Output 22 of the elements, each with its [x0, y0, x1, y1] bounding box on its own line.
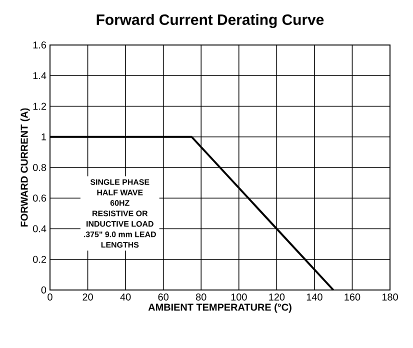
x-tick-label: 40: [120, 294, 131, 301]
chart-title: Forward Current Derating Curve: [96, 14, 324, 28]
y-tick-label: 1.2: [33, 102, 46, 110]
y-tick-label: 0.4: [33, 225, 46, 232]
x-tick-label: 180: [382, 294, 398, 301]
x-tick-label: 100: [231, 294, 247, 301]
x-tick-label: 160: [344, 294, 360, 301]
x-tick-label: 120: [269, 294, 285, 301]
x-axis-title: AMBIENT TEMPERATURE (°C): [148, 303, 292, 313]
y-tick-label: 1.6: [33, 41, 46, 49]
y-axis-title: FORWARD CURRENT (A): [20, 108, 30, 227]
y-tick-label: 0.8: [33, 164, 46, 172]
y-tick-label: 0: [41, 286, 46, 294]
y-tick-label: 0.2: [33, 256, 46, 263]
y-tick-label: 0.6: [33, 194, 46, 202]
y-tick-label: 1.4: [33, 72, 46, 80]
x-tick-label: 80: [196, 294, 206, 301]
x-tick-label: 20: [82, 294, 93, 301]
x-tick-label: 0: [48, 294, 52, 301]
x-tick-label: 140: [306, 294, 322, 301]
y-tick-label: 1: [42, 133, 46, 140]
x-tick-label: 60: [158, 294, 168, 301]
